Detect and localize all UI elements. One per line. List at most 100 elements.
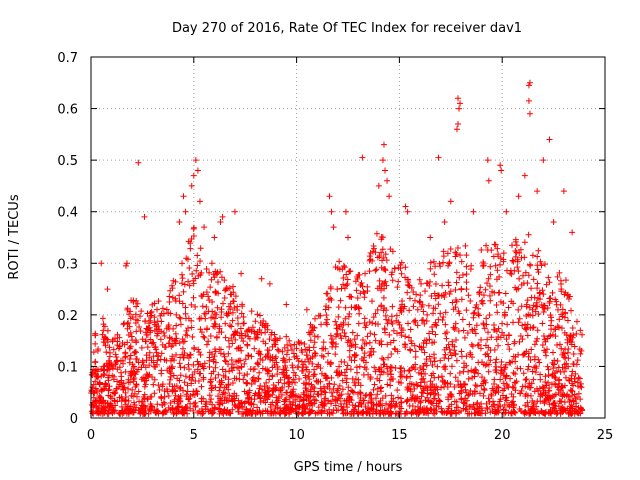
data-point — [183, 327, 190, 334]
data-point — [420, 366, 427, 373]
data-point — [374, 306, 381, 313]
data-point — [114, 378, 121, 385]
data-point — [184, 382, 191, 389]
data-point — [546, 299, 553, 306]
data-point — [297, 394, 304, 401]
data-point — [372, 267, 379, 274]
data-point — [229, 379, 236, 386]
data-point — [167, 400, 174, 407]
data-point — [408, 284, 415, 291]
data-point — [374, 391, 381, 398]
data-point — [180, 288, 187, 295]
data-point — [155, 322, 162, 329]
data-point — [336, 323, 343, 330]
data-point — [241, 372, 248, 379]
data-point — [433, 408, 440, 415]
data-point — [317, 312, 324, 319]
data-point — [179, 271, 186, 278]
data-point — [160, 329, 167, 336]
data-point — [394, 330, 401, 337]
data-point — [477, 284, 484, 291]
data-point — [311, 385, 318, 392]
data-point — [465, 375, 472, 382]
data-point — [185, 396, 192, 403]
data-point — [464, 330, 471, 337]
data-point — [146, 354, 153, 361]
data-point — [532, 369, 539, 376]
data-point — [498, 367, 505, 374]
data-point — [232, 336, 239, 343]
data-point — [192, 303, 199, 310]
data-point — [124, 305, 131, 312]
data-point — [527, 262, 534, 269]
data-point — [380, 254, 387, 261]
data-point — [219, 366, 226, 373]
data-point — [558, 405, 565, 412]
data-point — [531, 388, 538, 395]
data-point — [435, 154, 442, 161]
data-point — [467, 387, 474, 394]
data-point — [144, 310, 151, 317]
data-point — [515, 193, 522, 200]
data-point — [513, 378, 520, 385]
data-point — [532, 308, 539, 315]
data-point — [515, 285, 522, 292]
data-point — [347, 338, 354, 345]
data-point — [410, 318, 417, 325]
data-point — [208, 396, 215, 403]
data-point — [355, 376, 362, 383]
data-point — [392, 364, 399, 371]
data-point — [571, 407, 578, 414]
data-point — [111, 390, 118, 397]
data-point — [119, 409, 126, 416]
data-point — [255, 375, 262, 382]
data-point — [151, 300, 158, 307]
data-point — [125, 319, 132, 326]
data-point — [535, 269, 542, 276]
data-point — [353, 287, 360, 294]
data-point — [546, 333, 553, 340]
data-point — [110, 376, 117, 383]
data-point — [380, 294, 387, 301]
data-point — [495, 409, 502, 416]
data-point — [414, 306, 421, 313]
data-point — [473, 322, 480, 329]
data-point — [442, 351, 449, 358]
data-point — [570, 382, 577, 389]
data-point — [229, 317, 236, 324]
data-point — [352, 382, 359, 389]
data-point — [334, 368, 341, 375]
data-point — [555, 324, 562, 331]
data-point — [348, 304, 355, 311]
data-point — [359, 337, 366, 344]
data-point — [307, 400, 314, 407]
data-point — [514, 264, 521, 271]
data-point — [461, 334, 468, 341]
data-point — [428, 292, 435, 299]
data-point — [448, 352, 455, 359]
data-point — [230, 298, 237, 305]
data-point — [372, 310, 379, 317]
data-point — [500, 256, 507, 263]
data-point — [100, 386, 107, 393]
data-point — [228, 357, 235, 364]
data-point — [338, 391, 345, 398]
data-point — [212, 404, 219, 411]
data-point — [104, 327, 111, 334]
data-point — [469, 343, 476, 350]
data-point — [141, 395, 148, 402]
data-point — [341, 330, 348, 337]
data-point — [102, 342, 109, 349]
data-point — [348, 357, 355, 364]
data-point — [358, 401, 365, 408]
data-point — [179, 345, 186, 352]
data-point — [571, 375, 578, 382]
data-point — [527, 384, 534, 391]
data-point — [260, 318, 267, 325]
data-point — [371, 331, 378, 338]
data-point — [442, 321, 449, 328]
data-point — [104, 286, 111, 293]
data-point — [266, 376, 273, 383]
data-point — [159, 305, 166, 312]
data-point — [306, 376, 313, 383]
